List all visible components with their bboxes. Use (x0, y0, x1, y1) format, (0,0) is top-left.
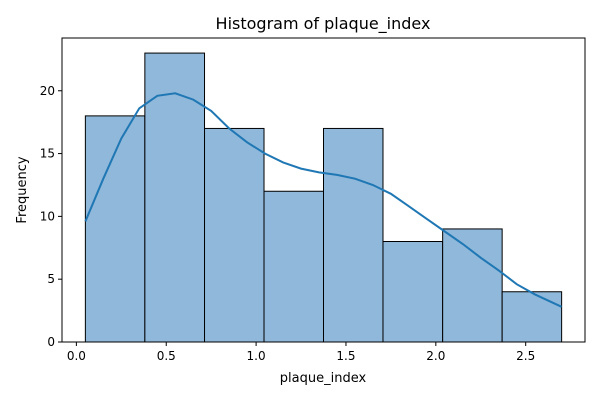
chart-title: Histogram of plaque_index (216, 14, 431, 34)
x-ticks: 0.0 0.5 1.0 1.5 2.0 2.5 (67, 342, 535, 363)
x-tick-label: 0.5 (157, 349, 176, 363)
y-tick-label: 10 (40, 209, 55, 223)
histogram-bar (144, 52, 206, 343)
y-tick-label: 5 (47, 272, 55, 286)
bars-group (84, 52, 563, 343)
histogram-bar (501, 291, 563, 343)
y-tick-label: 0 (47, 335, 55, 349)
y-ticks: 0 5 10 15 20 (40, 84, 62, 349)
y-tick-label: 20 (40, 84, 55, 98)
histogram-bar (382, 241, 444, 343)
x-tick-label: 1.0 (247, 349, 266, 363)
x-tick-label: 2.0 (426, 349, 445, 363)
kde-curve (84, 92, 563, 308)
y-tick-label: 15 (40, 147, 55, 161)
x-tick-label: 1.5 (336, 349, 355, 363)
histogram-bar (263, 190, 324, 343)
histogram-bar (442, 228, 503, 343)
histogram-bar (323, 127, 384, 343)
histogram-bar (204, 127, 265, 343)
histogram-bar (84, 115, 146, 343)
x-tick-label: 0.0 (67, 349, 86, 363)
plot-frame (61, 37, 586, 343)
x-tick-label: 2.5 (516, 349, 535, 363)
y-axis-label: Frequency (15, 156, 30, 223)
x-axis-label: plaque_index (280, 371, 367, 386)
